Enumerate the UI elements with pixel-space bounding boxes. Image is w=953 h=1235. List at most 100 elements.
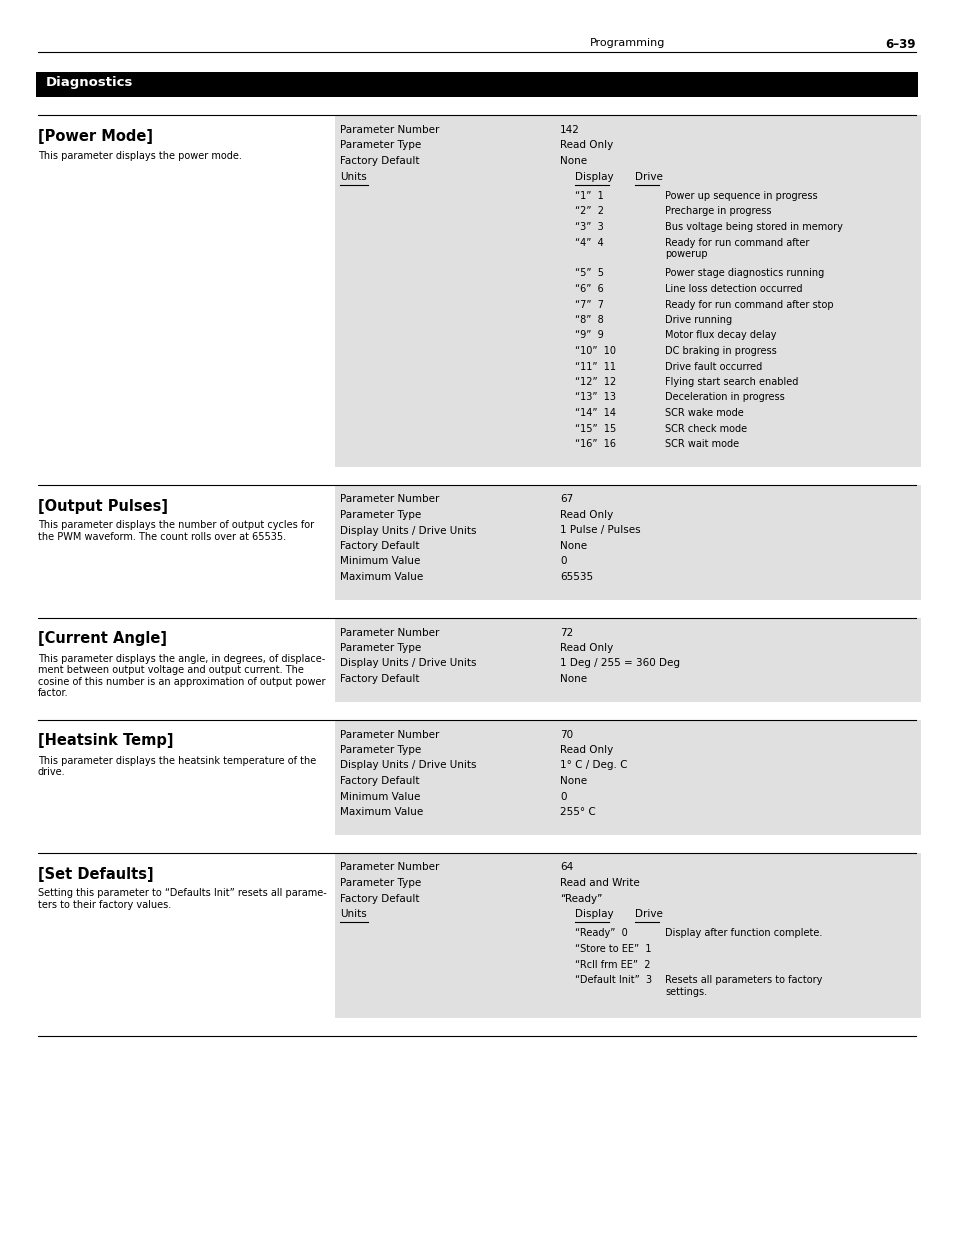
Text: Factory Default: Factory Default xyxy=(339,893,419,904)
Text: Drive running: Drive running xyxy=(664,315,731,325)
Bar xyxy=(36,72,917,98)
Text: 142: 142 xyxy=(559,125,579,135)
Text: Parameter Type: Parameter Type xyxy=(339,141,421,151)
Text: 6–39: 6–39 xyxy=(884,38,915,51)
Text: Minimum Value: Minimum Value xyxy=(339,557,420,567)
Text: Read Only: Read Only xyxy=(559,141,613,151)
Text: “1”  1: “1” 1 xyxy=(575,191,603,201)
Text: 70: 70 xyxy=(559,730,573,740)
Text: Minimum Value: Minimum Value xyxy=(339,792,420,802)
Text: This parameter displays the number of output cycles for
the PWM waveform. The co: This parameter displays the number of ou… xyxy=(38,520,314,542)
Text: Programming: Programming xyxy=(589,38,664,48)
Bar xyxy=(335,484,920,599)
Text: 72: 72 xyxy=(559,627,573,637)
Text: 64: 64 xyxy=(559,862,573,872)
Text: Parameter Type: Parameter Type xyxy=(339,745,421,755)
Text: [Current Angle]: [Current Angle] xyxy=(38,631,167,646)
Text: “15”  15: “15” 15 xyxy=(575,424,616,433)
Text: None: None xyxy=(559,674,586,684)
Text: Flying start search enabled: Flying start search enabled xyxy=(664,377,798,387)
Text: 0: 0 xyxy=(559,557,566,567)
Text: Parameter Number: Parameter Number xyxy=(339,730,439,740)
Text: Read Only: Read Only xyxy=(559,643,613,653)
Bar xyxy=(335,852,920,1018)
Text: Deceleration in progress: Deceleration in progress xyxy=(664,393,784,403)
Text: “4”  4: “4” 4 xyxy=(575,237,603,247)
Text: “12”  12: “12” 12 xyxy=(575,377,616,387)
Text: SCR wait mode: SCR wait mode xyxy=(664,438,739,450)
Text: DC braking in progress: DC braking in progress xyxy=(664,346,776,356)
Text: “8”  8: “8” 8 xyxy=(575,315,603,325)
Text: None: None xyxy=(559,776,586,785)
Text: None: None xyxy=(559,541,586,551)
Text: Display Units / Drive Units: Display Units / Drive Units xyxy=(339,526,476,536)
Text: [Heatsink Temp]: [Heatsink Temp] xyxy=(38,734,173,748)
Text: Drive: Drive xyxy=(635,172,662,182)
Text: “16”  16: “16” 16 xyxy=(575,438,616,450)
Text: Resets all parameters to factory
settings.: Resets all parameters to factory setting… xyxy=(664,974,821,997)
Text: SCR check mode: SCR check mode xyxy=(664,424,746,433)
Text: Ready for run command after stop: Ready for run command after stop xyxy=(664,300,833,310)
Text: Units: Units xyxy=(339,909,366,919)
Text: Read and Write: Read and Write xyxy=(559,878,639,888)
Text: Ready for run command after
powerup: Ready for run command after powerup xyxy=(664,237,808,259)
Text: “14”  14: “14” 14 xyxy=(575,408,616,417)
Bar xyxy=(335,618,920,701)
Text: Parameter Type: Parameter Type xyxy=(339,510,421,520)
Text: Power stage diagnostics running: Power stage diagnostics running xyxy=(664,268,823,279)
Text: Power up sequence in progress: Power up sequence in progress xyxy=(664,191,817,201)
Text: “Default Init”  3: “Default Init” 3 xyxy=(575,974,652,986)
Text: “3”  3: “3” 3 xyxy=(575,222,603,232)
Text: “2”  2: “2” 2 xyxy=(575,206,603,216)
Text: This parameter displays the angle, in degrees, of displace-
ment between output : This parameter displays the angle, in de… xyxy=(38,653,325,698)
Text: 67: 67 xyxy=(559,494,573,505)
Text: [Set Defaults]: [Set Defaults] xyxy=(38,867,153,882)
Text: Display Units / Drive Units: Display Units / Drive Units xyxy=(339,658,476,668)
Text: [Power Mode]: [Power Mode] xyxy=(38,128,152,144)
Text: Factory Default: Factory Default xyxy=(339,674,419,684)
Text: Display: Display xyxy=(575,172,613,182)
Text: Drive: Drive xyxy=(635,909,662,919)
Text: 255° C: 255° C xyxy=(559,806,595,818)
Text: “13”  13: “13” 13 xyxy=(575,393,616,403)
Text: “Ready”  0: “Ready” 0 xyxy=(575,929,627,939)
Bar xyxy=(335,720,920,835)
Text: 65535: 65535 xyxy=(559,572,593,582)
Text: Read Only: Read Only xyxy=(559,745,613,755)
Text: Drive fault occurred: Drive fault occurred xyxy=(664,362,761,372)
Text: “11”  11: “11” 11 xyxy=(575,362,616,372)
Text: 1 Deg / 255 = 360 Deg: 1 Deg / 255 = 360 Deg xyxy=(559,658,679,668)
Text: Parameter Number: Parameter Number xyxy=(339,627,439,637)
Text: Maximum Value: Maximum Value xyxy=(339,572,423,582)
Text: 0: 0 xyxy=(559,792,566,802)
Bar xyxy=(335,115,920,467)
Text: Parameter Number: Parameter Number xyxy=(339,125,439,135)
Text: “Ready”: “Ready” xyxy=(559,893,601,904)
Text: Motor flux decay delay: Motor flux decay delay xyxy=(664,331,776,341)
Text: Display Units / Drive Units: Display Units / Drive Units xyxy=(339,761,476,771)
Text: Parameter Type: Parameter Type xyxy=(339,878,421,888)
Text: Read Only: Read Only xyxy=(559,510,613,520)
Text: This parameter displays the heatsink temperature of the
drive.: This parameter displays the heatsink tem… xyxy=(38,756,315,777)
Text: Diagnostics: Diagnostics xyxy=(46,77,133,89)
Text: Bus voltage being stored in memory: Bus voltage being stored in memory xyxy=(664,222,842,232)
Text: 1° C / Deg. C: 1° C / Deg. C xyxy=(559,761,627,771)
Text: Display: Display xyxy=(575,909,613,919)
Text: SCR wake mode: SCR wake mode xyxy=(664,408,743,417)
Text: Factory Default: Factory Default xyxy=(339,776,419,785)
Text: Parameter Number: Parameter Number xyxy=(339,494,439,505)
Text: Factory Default: Factory Default xyxy=(339,541,419,551)
Text: Display after function complete.: Display after function complete. xyxy=(664,929,821,939)
Text: “10”  10: “10” 10 xyxy=(575,346,616,356)
Text: Parameter Number: Parameter Number xyxy=(339,862,439,872)
Text: “Store to EE”  1: “Store to EE” 1 xyxy=(575,944,651,953)
Text: Line loss detection occurred: Line loss detection occurred xyxy=(664,284,801,294)
Text: “5”  5: “5” 5 xyxy=(575,268,603,279)
Text: This parameter displays the power mode.: This parameter displays the power mode. xyxy=(38,151,242,161)
Text: “Rcll frm EE”  2: “Rcll frm EE” 2 xyxy=(575,960,650,969)
Text: “9”  9: “9” 9 xyxy=(575,331,603,341)
Text: None: None xyxy=(559,156,586,165)
Text: Precharge in progress: Precharge in progress xyxy=(664,206,771,216)
Text: Parameter Type: Parameter Type xyxy=(339,643,421,653)
Text: Factory Default: Factory Default xyxy=(339,156,419,165)
